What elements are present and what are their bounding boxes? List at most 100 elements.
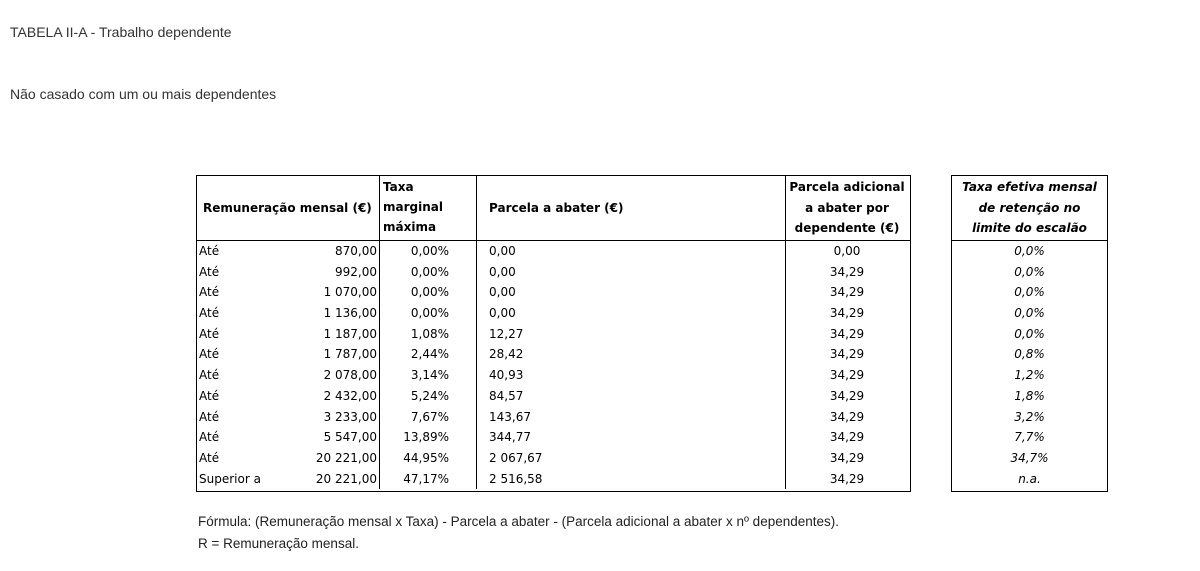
effective-rate-table: Taxa efetiva mensal de retenção no limit…: [951, 175, 1108, 492]
cell-adicional: 34,29: [829, 388, 865, 403]
cell-parcela: 12,27: [477, 323, 786, 345]
effective-table-row: 0,0%: [952, 282, 1107, 303]
header-adicional-line: Parcela adicional: [789, 180, 905, 194]
cell-taxa: 0,00%: [380, 241, 477, 262]
header-efetiva-line: limite do escalão: [972, 221, 1087, 235]
cell-taxa: 13,89%: [380, 427, 477, 448]
cell-remuneracao: Até 20 221,00: [197, 447, 380, 469]
cell-taxa: 0,00%: [380, 282, 477, 304]
table-row: Até 870,00 0,00% 0,00 0,00: [197, 241, 910, 262]
effective-table-row: 0,0%: [952, 324, 1107, 345]
cell-value: 20 221,00: [315, 450, 377, 465]
cell-taxa: 44,95%: [380, 447, 477, 469]
cell-label: Até: [199, 388, 220, 403]
cell-parcela: 40,93: [477, 365, 786, 386]
cell-taxa: 3,14%: [380, 365, 477, 386]
cell-taxa-efetiva: 34,7%: [1010, 450, 1049, 465]
effective-table-row: 0,8%: [952, 344, 1107, 365]
cell-parcela: 0,00: [477, 303, 786, 324]
cell-taxa-efetiva: 0,8%: [1014, 347, 1045, 362]
header-efetiva-line: Taxa efetiva mensal: [962, 180, 1097, 194]
cell-value: 2 078,00: [323, 368, 377, 383]
cell-value: 1 070,00: [323, 285, 377, 300]
header-parcela: Parcela a abater (€): [477, 176, 786, 240]
page-title: TABELA II-A - Trabalho dependente: [10, 24, 232, 40]
cell-adicional: 34,29: [829, 285, 865, 300]
table-row: Até 1 070,00 0,00% 0,00 34,29: [197, 282, 910, 304]
cell-remuneracao: Até 992,00: [197, 261, 380, 283]
effective-table-row: 34,7%: [952, 448, 1107, 469]
cell-parcela: 0,00: [477, 241, 786, 262]
effective-table-row: 3,2%: [952, 407, 1107, 428]
cell-label: Até: [199, 368, 220, 383]
cell-label: Até: [199, 326, 220, 341]
cell-parcela: 2 516,58: [477, 468, 786, 490]
cell-label: Até: [199, 285, 220, 300]
cell-remuneracao: Até 2 432,00: [197, 385, 380, 407]
table-row: Até 20 221,00 44,95% 2 067,67 34,29: [197, 447, 910, 469]
cell-remuneracao: Até 2 078,00: [197, 365, 380, 386]
cell-taxa-efetiva: n.a.: [1018, 471, 1041, 486]
table-row: Até 992,00 0,00% 0,00 34,29: [197, 261, 910, 283]
cell-remuneracao: Superior a 20 221,00: [197, 468, 380, 490]
header-taxa-efetiva: Taxa efetiva mensal de retenção no limit…: [952, 176, 1107, 240]
cell-label: Até: [199, 244, 220, 258]
cell-taxa-efetiva: 3,2%: [1014, 409, 1045, 424]
cell-remuneracao: Até 1 070,00: [197, 282, 380, 304]
header-taxa-line: marginal: [383, 200, 443, 214]
table-row: Superior a 20 221,00 47,17% 2 516,58 34,29: [197, 468, 910, 490]
effective-table-row: 0,0%: [952, 303, 1107, 324]
table-row: Até 5 547,00 13,89% 344,77 34,29: [197, 427, 910, 448]
cell-remuneracao: Até 3 233,00: [197, 406, 380, 428]
header-taxa: Taxa marginal máxima: [380, 176, 477, 240]
cell-adicional: 34,29: [829, 264, 865, 279]
effective-table-row: n.a.: [952, 469, 1107, 490]
cell-value: 3 233,00: [323, 409, 377, 424]
cell-taxa-efetiva: 7,7%: [1014, 430, 1045, 445]
header-taxa-line: Taxa: [383, 180, 414, 194]
cell-adicional: 34,29: [829, 471, 865, 486]
withholding-table: Remuneração mensal (€) Taxa marginal máx…: [196, 175, 911, 492]
table-header: Remuneração mensal (€) Taxa marginal máx…: [197, 176, 910, 241]
header-adicional-line: a abater por: [805, 200, 889, 215]
table-row: Até 1 787,00 2,44% 28,42 34,29: [197, 344, 910, 366]
cell-adicional: 34,29: [829, 450, 865, 465]
table-row: Até 1 136,00 0,00% 0,00 34,29: [197, 303, 910, 324]
cell-taxa: 2,44%: [380, 344, 477, 366]
effective-table-body: 0,0% 0,0% 0,0% 0,0% 0,0% 0,8% 1,2% 1,8% 3,2% 7,7%…: [952, 241, 1107, 489]
cell-parcela: 143,67: [477, 406, 786, 428]
cell-label: Até: [199, 430, 220, 445]
cell-value: 1 136,00: [323, 306, 377, 321]
cell-taxa-efetiva: 1,8%: [1014, 388, 1045, 403]
cell-label: Até: [199, 409, 220, 424]
table-body: Até 870,00 0,00% 0,00 0,00 Até 992,00 0,00% 0,00…: [197, 241, 910, 490]
cell-adicional: 34,29: [829, 430, 865, 445]
cell-taxa-efetiva: 0,0%: [1014, 285, 1045, 300]
cell-value: 870,00: [335, 244, 377, 258]
header-adicional: Parcela adicional a abater por dependent…: [786, 176, 908, 240]
table-row: Até 1 187,00 1,08% 12,27 34,29: [197, 323, 910, 345]
effective-table-row: 0,0%: [952, 262, 1107, 283]
cell-remuneracao: Até 870,00: [197, 241, 380, 262]
cell-value: 5 547,00: [323, 430, 377, 445]
cell-adicional: 34,29: [829, 409, 865, 424]
cell-parcela: 2 067,67: [477, 447, 786, 469]
cell-adicional: 34,29: [829, 347, 865, 362]
cell-value: 2 432,00: [323, 388, 377, 403]
cell-taxa-efetiva: 0,0%: [1014, 264, 1045, 279]
page-subtitle: Não casado com um ou mais dependentes: [10, 86, 277, 102]
effective-table-row: 0,0%: [952, 241, 1107, 262]
effective-table-row: 7,7%: [952, 427, 1107, 448]
cell-remuneracao: Até 1 136,00: [197, 303, 380, 324]
cell-value: 20 221,00: [315, 471, 377, 486]
cell-label: Até: [199, 306, 220, 321]
cell-parcela: 0,00: [477, 282, 786, 304]
cell-label: Até: [199, 450, 220, 465]
header-taxa-line: máxima: [383, 220, 437, 234]
cell-remuneracao: Até 1 187,00: [197, 323, 380, 345]
effective-table-row: 1,8%: [952, 386, 1107, 407]
cell-adicional: 0,00: [833, 244, 861, 258]
cell-adicional: 34,29: [829, 368, 865, 383]
header-efetiva-line: de retenção no: [978, 200, 1081, 215]
table-row: Até 3 233,00 7,67% 143,67 34,29: [197, 406, 910, 428]
